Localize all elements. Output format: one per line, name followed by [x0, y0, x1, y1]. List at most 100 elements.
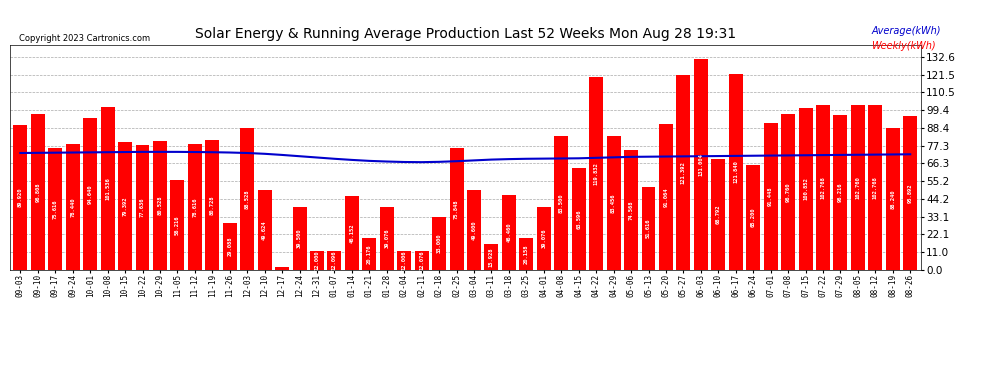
- Text: 101.536: 101.536: [105, 177, 110, 200]
- Bar: [153, 141, 167, 270]
- Text: 91.448: 91.448: [768, 187, 773, 206]
- Text: 68.792: 68.792: [716, 205, 721, 225]
- Bar: [589, 77, 603, 270]
- Title: Solar Energy & Running Average Production Last 52 Weeks Mon Aug 28 19:31: Solar Energy & Running Average Productio…: [195, 27, 736, 41]
- Text: 88.528: 88.528: [245, 189, 249, 209]
- Bar: [188, 144, 202, 270]
- Bar: [257, 190, 271, 270]
- Text: 63.596: 63.596: [576, 209, 581, 229]
- Bar: [415, 251, 429, 270]
- Text: 39.076: 39.076: [384, 229, 389, 248]
- Bar: [433, 217, 446, 270]
- Text: 12.096: 12.096: [332, 251, 337, 270]
- Text: 88.240: 88.240: [890, 189, 895, 209]
- Bar: [223, 223, 237, 270]
- Text: Copyright 2023 Cartronics.com: Copyright 2023 Cartronics.com: [19, 34, 150, 43]
- Text: 20.158: 20.158: [524, 244, 529, 264]
- Bar: [537, 207, 550, 270]
- Bar: [136, 145, 149, 270]
- Bar: [520, 238, 534, 270]
- Text: 119.832: 119.832: [594, 162, 599, 185]
- Bar: [380, 207, 394, 270]
- Text: Weekly(kWh): Weekly(kWh): [871, 41, 936, 51]
- Text: 49.624: 49.624: [262, 220, 267, 240]
- Bar: [345, 196, 358, 270]
- Text: 65.200: 65.200: [750, 208, 755, 227]
- Bar: [659, 124, 673, 270]
- Bar: [467, 190, 481, 270]
- Text: 46.460: 46.460: [507, 223, 512, 242]
- Bar: [834, 116, 847, 270]
- Text: 96.216: 96.216: [838, 183, 842, 203]
- Text: 94.640: 94.640: [88, 184, 93, 204]
- Bar: [49, 148, 62, 270]
- Text: 102.768: 102.768: [873, 176, 878, 199]
- Text: 80.728: 80.728: [210, 195, 215, 215]
- Text: 49.600: 49.600: [471, 220, 476, 240]
- Bar: [101, 107, 115, 270]
- Text: 29.088: 29.088: [228, 237, 233, 256]
- Text: Average(kWh): Average(kWh): [871, 26, 940, 36]
- Text: 102.760: 102.760: [855, 176, 860, 199]
- Bar: [554, 136, 568, 270]
- Text: 39.500: 39.500: [297, 228, 302, 248]
- Bar: [886, 128, 900, 270]
- Text: 39.076: 39.076: [542, 229, 546, 248]
- Text: 79.392: 79.392: [123, 196, 128, 216]
- Bar: [642, 187, 655, 270]
- Bar: [624, 150, 638, 270]
- Text: 80.528: 80.528: [157, 195, 162, 215]
- Text: 89.920: 89.920: [18, 188, 23, 207]
- Bar: [572, 168, 586, 270]
- Bar: [781, 114, 795, 270]
- Text: 78.440: 78.440: [70, 197, 75, 217]
- Bar: [851, 105, 865, 270]
- Text: 121.392: 121.392: [681, 161, 686, 184]
- Text: 12.076: 12.076: [419, 251, 424, 270]
- Bar: [170, 180, 184, 270]
- Bar: [310, 251, 324, 270]
- Text: 102.768: 102.768: [821, 176, 826, 199]
- Text: 96.808: 96.808: [36, 183, 41, 202]
- Bar: [763, 123, 777, 270]
- Text: 83.500: 83.500: [558, 193, 563, 213]
- Text: 77.636: 77.636: [140, 198, 145, 217]
- Bar: [712, 159, 726, 270]
- Text: 15.928: 15.928: [489, 248, 494, 267]
- Text: 74.568: 74.568: [629, 200, 634, 220]
- Text: 33.000: 33.000: [437, 234, 442, 253]
- Bar: [241, 128, 254, 270]
- Text: 51.616: 51.616: [646, 219, 651, 238]
- Bar: [676, 75, 690, 270]
- Bar: [607, 136, 621, 270]
- Bar: [14, 126, 28, 270]
- Text: 46.152: 46.152: [349, 223, 354, 243]
- Bar: [83, 118, 97, 270]
- Text: 12.006: 12.006: [402, 251, 407, 270]
- Text: 95.892: 95.892: [908, 183, 913, 203]
- Bar: [293, 207, 307, 270]
- Text: 96.760: 96.760: [786, 183, 791, 202]
- Text: 12.000: 12.000: [315, 251, 320, 270]
- Bar: [118, 142, 132, 270]
- Bar: [31, 114, 45, 270]
- Bar: [746, 165, 760, 270]
- Bar: [903, 116, 917, 270]
- Text: 75.848: 75.848: [454, 199, 459, 219]
- Bar: [449, 148, 463, 270]
- Text: 100.852: 100.852: [803, 178, 808, 200]
- Text: 121.840: 121.840: [734, 161, 739, 183]
- Text: 83.456: 83.456: [611, 193, 616, 213]
- Bar: [328, 251, 342, 270]
- Text: 20.176: 20.176: [367, 244, 372, 264]
- Bar: [868, 105, 882, 270]
- Bar: [694, 60, 708, 270]
- Text: 78.616: 78.616: [192, 197, 197, 217]
- Bar: [362, 238, 376, 270]
- Text: 91.064: 91.064: [663, 187, 668, 207]
- Bar: [484, 244, 498, 270]
- Bar: [816, 105, 830, 270]
- Bar: [397, 251, 411, 270]
- Bar: [275, 267, 289, 270]
- Bar: [205, 140, 219, 270]
